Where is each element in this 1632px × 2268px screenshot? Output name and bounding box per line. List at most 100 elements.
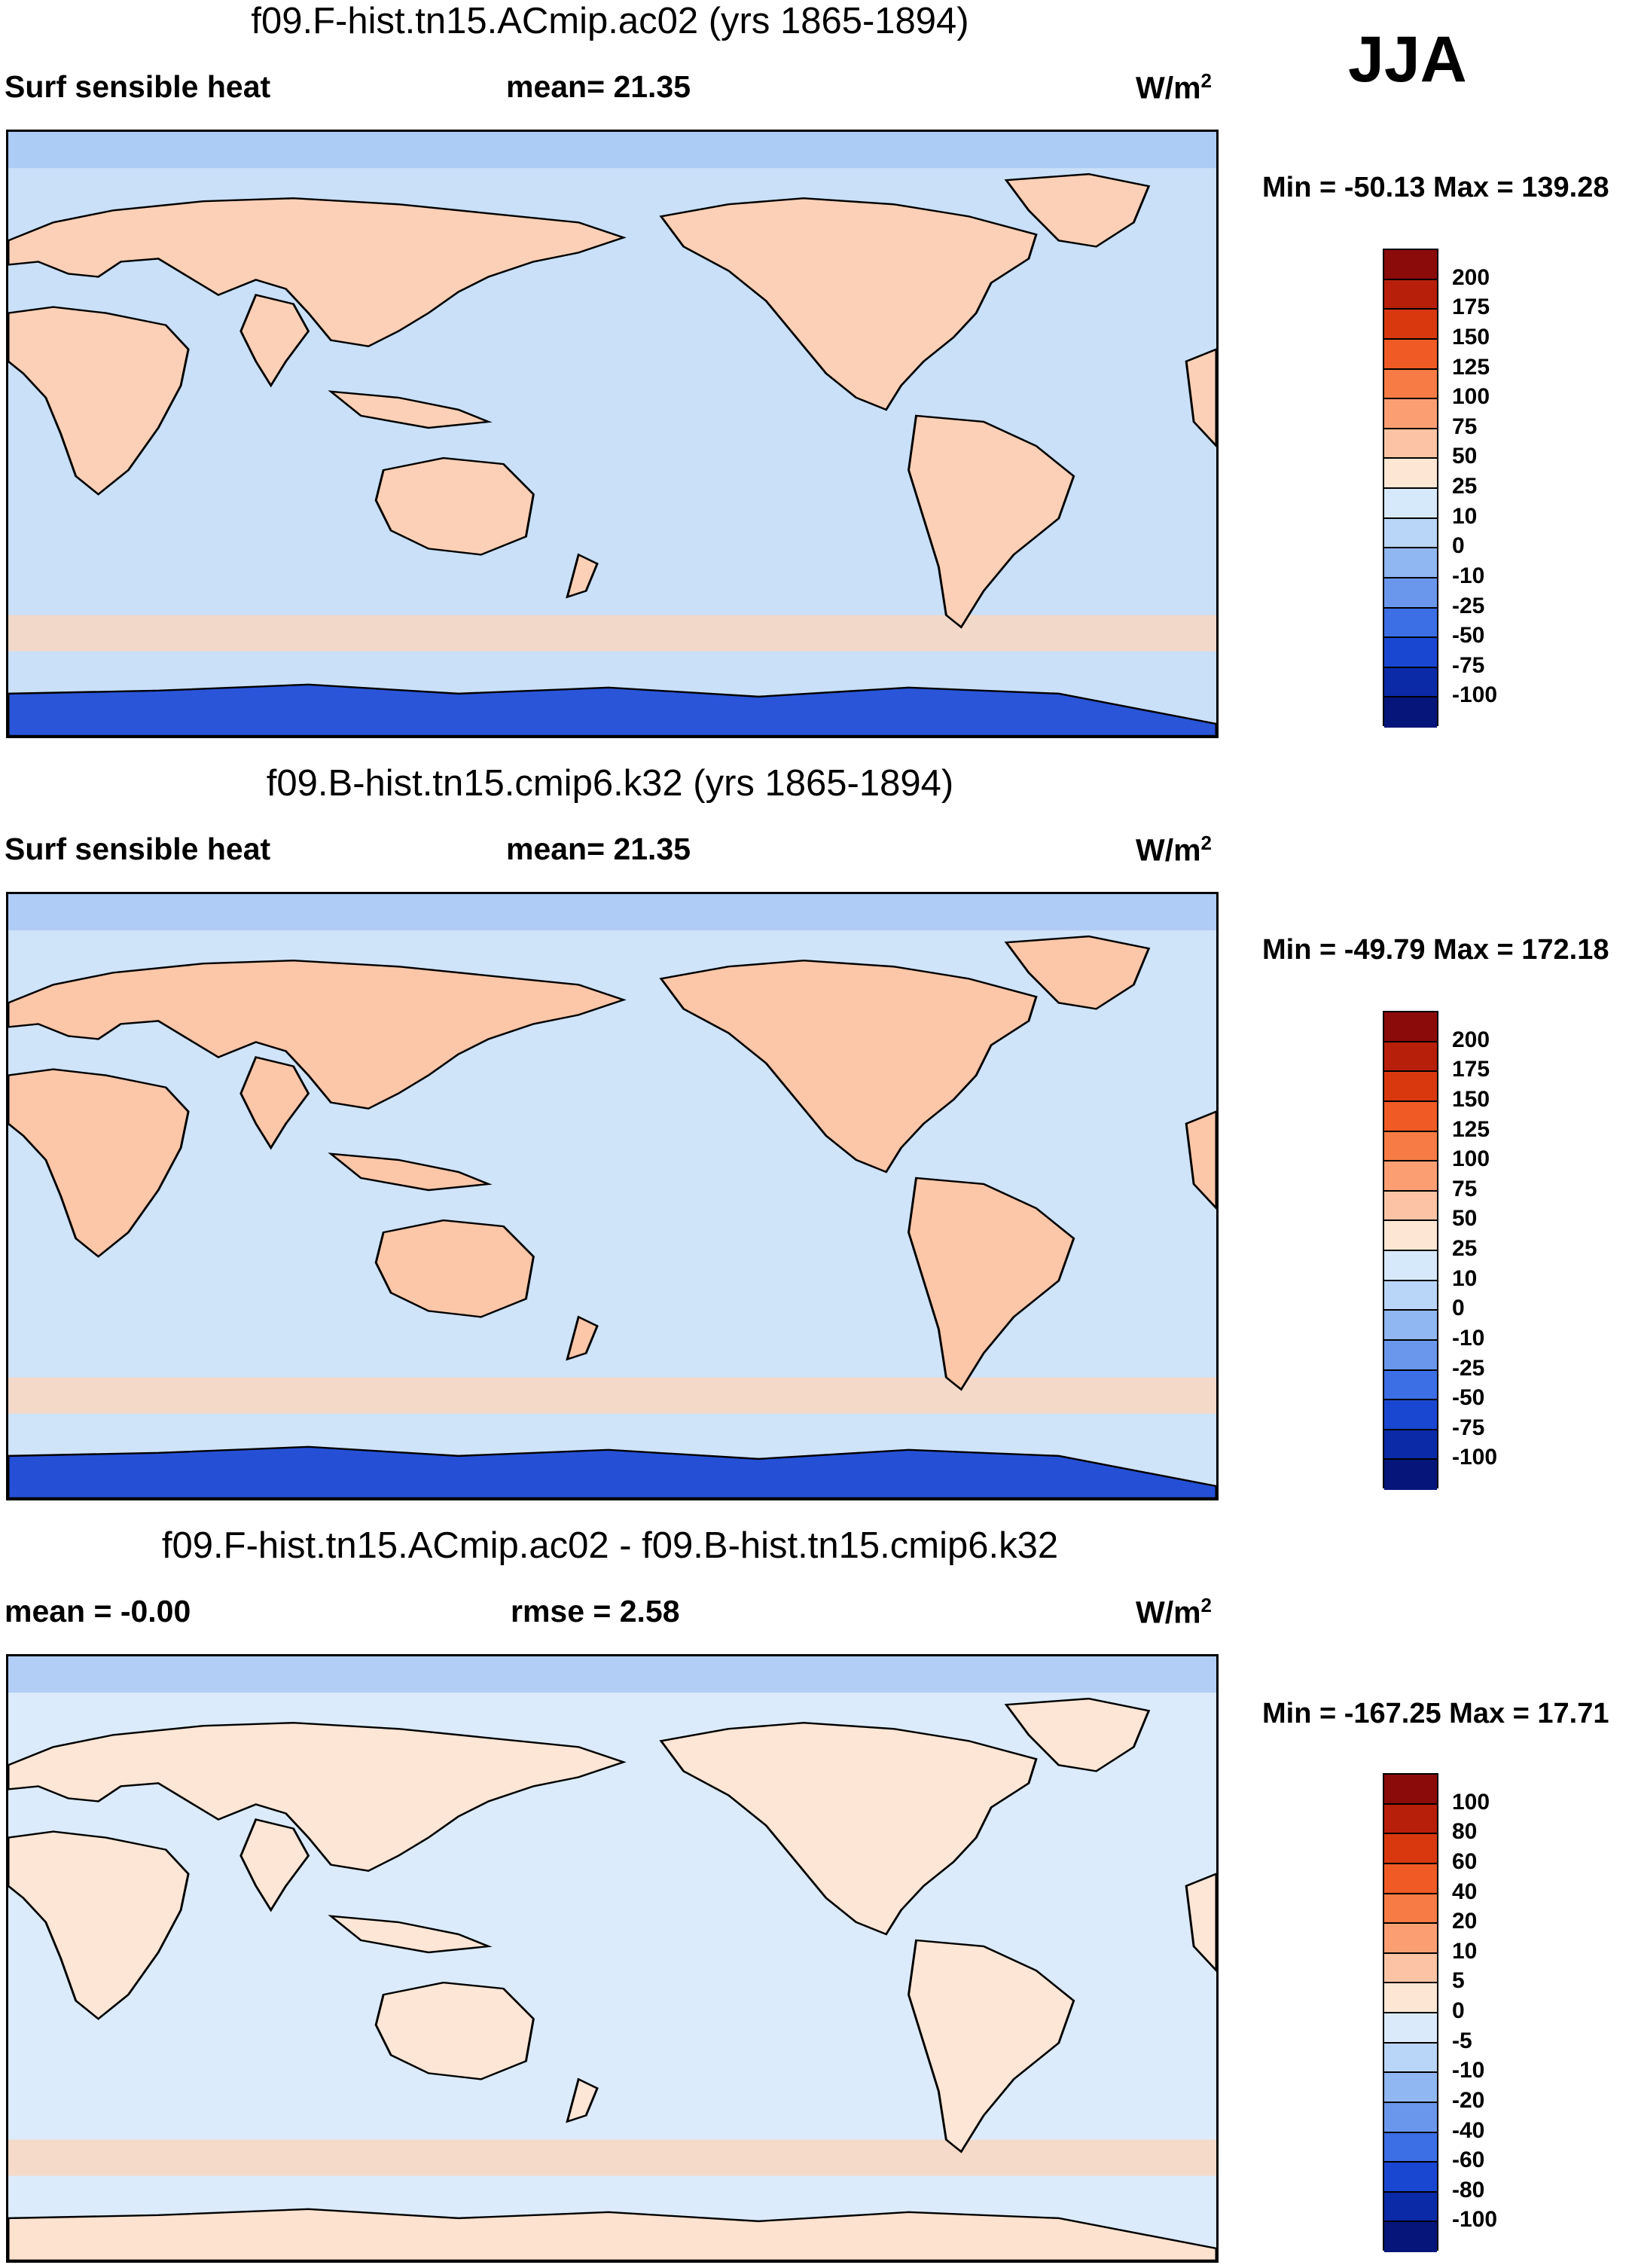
land-region [374,456,535,556]
colorbar-tick-label: -100 [1452,2207,1498,2233]
panel-2-mean-label: mean= 21.35 [506,832,691,866]
colorbar-tick-label: 0 [1452,1998,1465,2023]
arctic-band [8,1656,1216,1693]
colorbar-swatch [1384,1311,1437,1341]
colorbar-tick-label: -80 [1452,2177,1485,2202]
colorbar-tick-label: 150 [1452,1086,1490,1112]
panel-1-map [6,130,1219,738]
colorbar-swatch [1384,638,1437,668]
colorbar-swatch [1384,339,1437,370]
colorbar-tick-label: -25 [1452,1355,1485,1381]
colorbar-swatch [1384,1983,1437,2013]
panel-3-map [6,1654,1219,2263]
land-region [8,1830,190,2020]
colorbar-swatch [1384,1221,1437,1251]
land-region [566,2077,599,2123]
colorbar-swatch [1384,1864,1437,1894]
colorbar-swatch [1384,697,1437,728]
colorbar-tick-label: 60 [1452,1848,1478,1874]
colorbar-swatch [1384,2102,1437,2133]
land-region [659,197,1038,411]
colorbar-swatch [1384,1804,1437,1835]
colorbar-swatch [1384,459,1437,489]
panel-1-colorbar [1383,249,1438,728]
colorbar-tick-label: 200 [1452,1027,1490,1052]
colorbar-swatch [1384,1370,1437,1401]
colorbar-swatch [1384,1101,1437,1132]
land-region [239,294,310,388]
colorbar-swatch [1384,489,1437,519]
colorbar-tick-label: -25 [1452,593,1485,618]
arctic-band [8,132,1216,169]
colorbar-tick-label: -10 [1452,2058,1485,2083]
colorbar-tick-label: 125 [1452,1116,1490,1142]
land-region [1185,348,1216,448]
colorbar-tick-label: 50 [1452,1206,1478,1232]
land-region [328,390,493,429]
colorbar-swatch [1384,369,1437,400]
colorbar-tick-label: 40 [1452,1879,1478,1904]
land-region [659,960,1038,1174]
land-region [239,1056,310,1150]
colorbar-tick-label: -20 [1452,2087,1485,2113]
land-region [374,1219,535,1318]
colorbar-swatch [1384,1012,1437,1042]
colorbar-tick-label: 10 [1452,503,1478,529]
colorbar-tick-label: -40 [1452,2117,1485,2143]
land-region [239,1818,310,1912]
colorbar-swatch [1384,1191,1437,1222]
colorbar-tick-label: 100 [1452,1789,1490,1815]
colorbar-swatch [1384,1430,1437,1461]
colorbar-tick-label: 75 [1452,1176,1478,1201]
colorbar-swatch [1384,2192,1437,2223]
panel-1-minmax: Min = -50.13 Max = 139.28 [1262,172,1609,203]
colorbar-swatch [1384,2043,1437,2074]
land-region [908,1177,1075,1391]
colorbar-swatch [1384,1894,1437,1925]
colorbar-tick-label: -75 [1452,652,1485,678]
antarctica-region [8,1445,1216,1498]
colorbar-tick-label: 0 [1452,1296,1465,1321]
panel-1-units: W/m2 [1136,69,1213,105]
panel-3-minmax: Min = -167.25 Max = 17.71 [1262,1698,1609,1729]
colorbar-tick-label: 75 [1452,414,1478,439]
southern-ocean-band [8,1377,1216,1414]
colorbar-tick-label: 5 [1452,1968,1465,1994]
land-region [908,414,1075,629]
colorbar-swatch [1384,667,1437,698]
land-region [8,1068,190,1258]
world-map-svg [8,1656,1216,2260]
colorbar-swatch [1384,2222,1437,2252]
colorbar-tick-label: -10 [1452,1325,1485,1351]
land-region [1004,935,1151,1010]
colorbar-tick-label: 25 [1452,1236,1478,1261]
colorbar-tick-label: 0 [1452,533,1465,559]
colorbar-tick-label: 25 [1452,474,1478,499]
colorbar-swatch [1384,1953,1437,1984]
panel-1-variable-label: Surf sensible heat [5,69,271,104]
colorbar-swatch [1384,1460,1437,1490]
colorbar-tick-label: -50 [1452,623,1485,649]
panel-1-title: f09.F-hist.tn15.ACmip.ac02 (yrs 1865-189… [251,1,969,41]
land-region [374,1981,535,2080]
land-region [8,306,190,496]
colorbar-tick-label: -10 [1452,563,1485,588]
colorbar-swatch [1384,1131,1437,1162]
colorbar-swatch [1384,2163,1437,2193]
world-map-svg [8,894,1216,1498]
antarctica-region [8,683,1216,736]
land-region [1185,1110,1216,1210]
land-region [8,960,627,1110]
colorbar-swatch [1384,1042,1437,1073]
colorbar-tick-label: 175 [1452,1057,1490,1082]
colorbar-tick-label: 80 [1452,1819,1478,1845]
antarctica-region [8,2208,1216,2260]
panel-2-title: f09.B-hist.tn15.cmip6.k32 (yrs 1865-1894… [266,763,954,804]
panel-2-variable-label: Surf sensible heat [5,832,271,866]
colorbar-tick-label: 200 [1452,264,1490,290]
colorbar-swatch [1384,578,1437,609]
colorbar-swatch [1384,2073,1437,2103]
colorbar-tick-label: -75 [1452,1415,1485,1440]
colorbar-tick-label: -50 [1452,1385,1485,1411]
land-region [1185,1873,1216,1973]
